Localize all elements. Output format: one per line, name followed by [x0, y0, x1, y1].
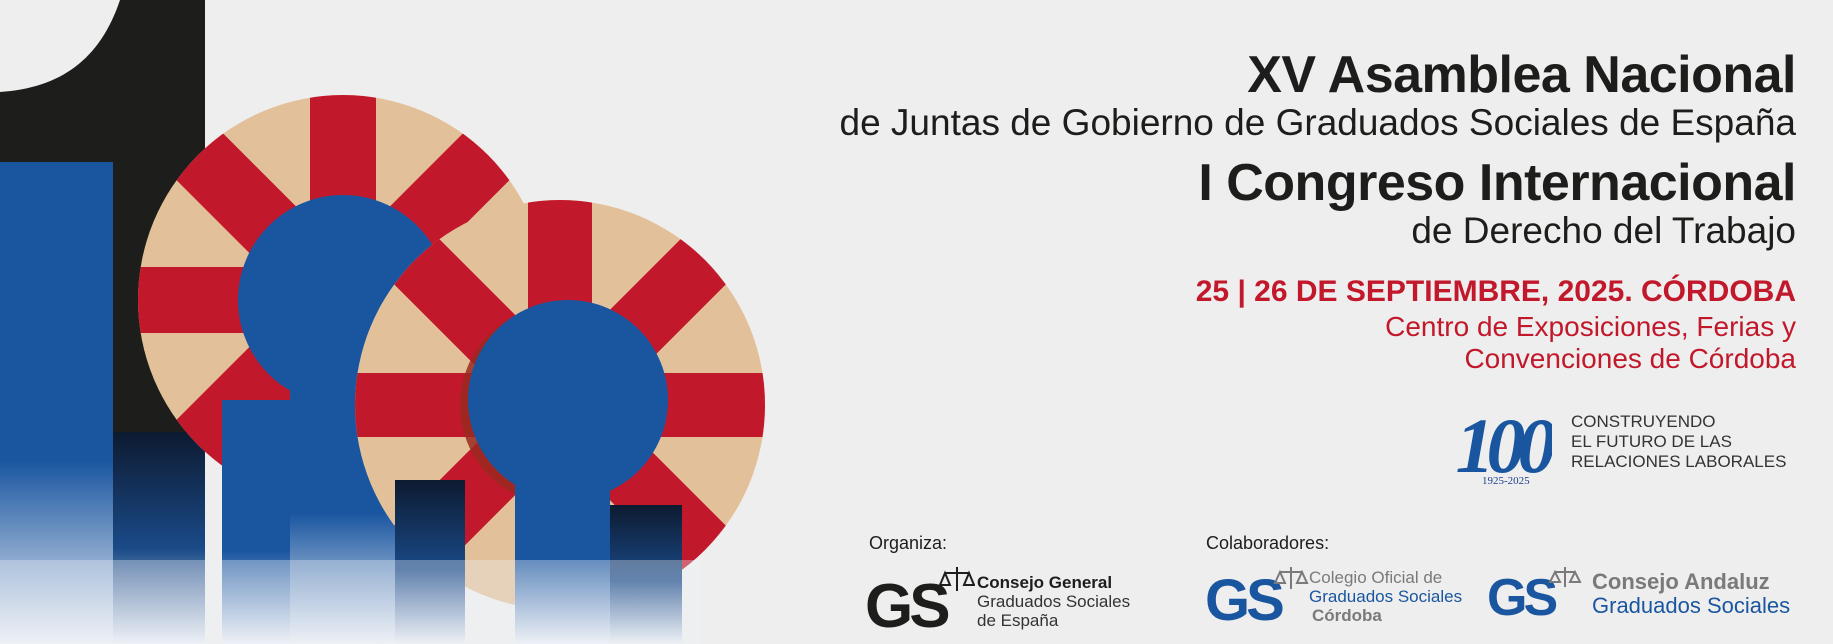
- organiza-name-bold: Consejo General: [977, 573, 1113, 592]
- svg-text:GS: GS: [1205, 568, 1283, 629]
- colegio-line-2: Graduados Sociales: [1309, 587, 1463, 606]
- scales-of-justice-icon: [1548, 567, 1582, 587]
- svg-text:GS: GS: [1487, 569, 1556, 625]
- scales-of-justice-icon: [938, 567, 975, 591]
- event-title: XV Asamblea Nacional: [1247, 46, 1796, 104]
- decorative-art-icon: [0, 0, 765, 644]
- consejo-andaluz-logo: GS Consejo Andaluz Graduados Sociales: [1487, 565, 1797, 625]
- event-subtitle: de Juntas de Gobierno de Graduados Socia…: [839, 102, 1797, 143]
- gs-logo-icon: GS: [1205, 567, 1309, 629]
- consejo-general-logo: GS Consejo General Graduados Sociales de…: [865, 565, 1145, 635]
- centenary-100-icon: 100: [1456, 402, 1553, 489]
- venue-line-1: Centro de Exposiciones, Ferias y: [1385, 311, 1796, 342]
- scales-of-justice-icon: [1273, 567, 1309, 589]
- colegio-line-3: Córdoba: [1312, 606, 1382, 625]
- andaluz-line-2: Graduados Sociales: [1592, 593, 1791, 618]
- congress-title: I Congreso Internacional: [1198, 154, 1796, 212]
- slogan-line-1: CONSTRUYENDO: [1571, 412, 1716, 431]
- slogan-line-2: EL FUTURO DE LAS: [1571, 432, 1732, 451]
- wheel-right-icon: [355, 200, 765, 644]
- event-dates: 25 | 26 DE SEPTIEMBRE, 2025. CÓRDOBA: [1195, 275, 1796, 308]
- venue-line-2: Convenciones de Córdoba: [1464, 343, 1796, 374]
- organiza-label: Organiza:: [869, 533, 948, 553]
- slogan-line-3: RELACIONES LABORALES: [1571, 452, 1787, 471]
- andaluz-line-1: Consejo Andaluz: [1592, 569, 1770, 594]
- centenary-years: 1925-2025: [1482, 475, 1530, 487]
- organiza-name-line-3: de España: [977, 611, 1059, 630]
- centenary-badge: 100 1925-2025 CONSTRUYENDO EL FUTURO DE …: [1452, 402, 1798, 492]
- organiza-name-line-2: Graduados Sociales: [977, 592, 1131, 611]
- colegio-cordoba-logo: GS Colegio Oficial de Graduados Sociales…: [1205, 565, 1475, 635]
- colaboradores-label: Colaboradores:: [1206, 533, 1330, 553]
- congress-subtitle: de Derecho del Trabajo: [1411, 210, 1796, 251]
- gs-logo-icon: GS: [1487, 567, 1582, 625]
- colegio-line-1: Colegio Oficial de: [1309, 568, 1443, 587]
- svg-text:GS: GS: [865, 572, 948, 635]
- centenary-number: 100: [1456, 402, 1553, 489]
- gs-logo-icon: GS: [865, 567, 975, 635]
